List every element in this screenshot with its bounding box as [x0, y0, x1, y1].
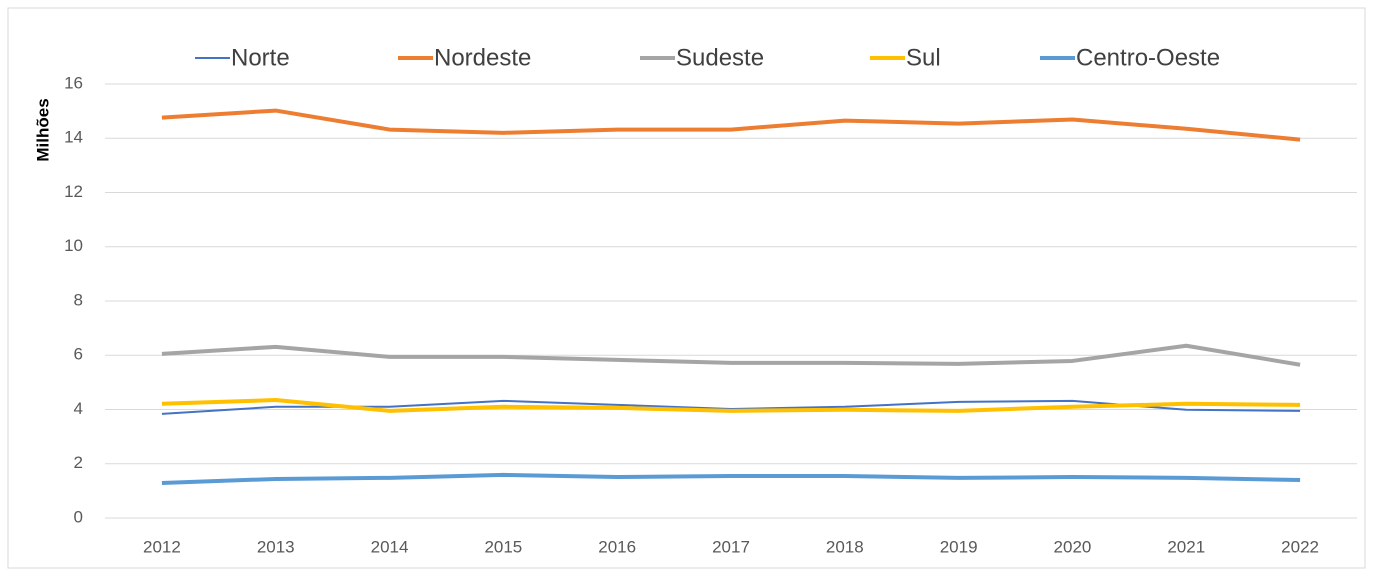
y-tick-label: 10 [64, 236, 83, 255]
x-tick-label: 2020 [1054, 537, 1092, 556]
y-tick-label: 8 [74, 290, 83, 309]
series-line [161, 108, 1301, 142]
y-tick-label: 12 [64, 182, 83, 201]
y-tick-label: 0 [74, 507, 83, 526]
x-tick-label: 2016 [598, 537, 636, 556]
x-tick-label: 2021 [1167, 537, 1205, 556]
series-line [161, 343, 1301, 367]
x-tick-label: 2015 [484, 537, 522, 556]
x-tick-label: 2013 [257, 537, 295, 556]
x-tick-label: 2014 [371, 537, 409, 556]
legend-text: Norte [231, 44, 290, 71]
y-tick-label: 6 [74, 345, 83, 364]
legend-text: Centro-Oeste [1076, 44, 1220, 71]
legend-text: Nordeste [434, 44, 531, 71]
x-tick-label: 2019 [940, 537, 978, 556]
x-tick-label: 2022 [1281, 537, 1319, 556]
legend-text: Sul [906, 44, 941, 71]
series-line [161, 398, 1301, 413]
y-tick-label: 4 [74, 399, 83, 418]
y-tick-label: 14 [64, 128, 83, 147]
chart-border [7, 7, 1366, 569]
x-tick-label: 2012 [143, 537, 181, 556]
x-tick-label: 2018 [826, 537, 864, 556]
series-line [161, 472, 1301, 486]
legend-text: Sudeste [676, 44, 764, 71]
y-tick-label: 16 [64, 73, 83, 92]
y-axis-title: Milhões [33, 98, 52, 161]
y-tick-label: 2 [74, 453, 83, 472]
x-tick-label: 2017 [712, 537, 750, 556]
